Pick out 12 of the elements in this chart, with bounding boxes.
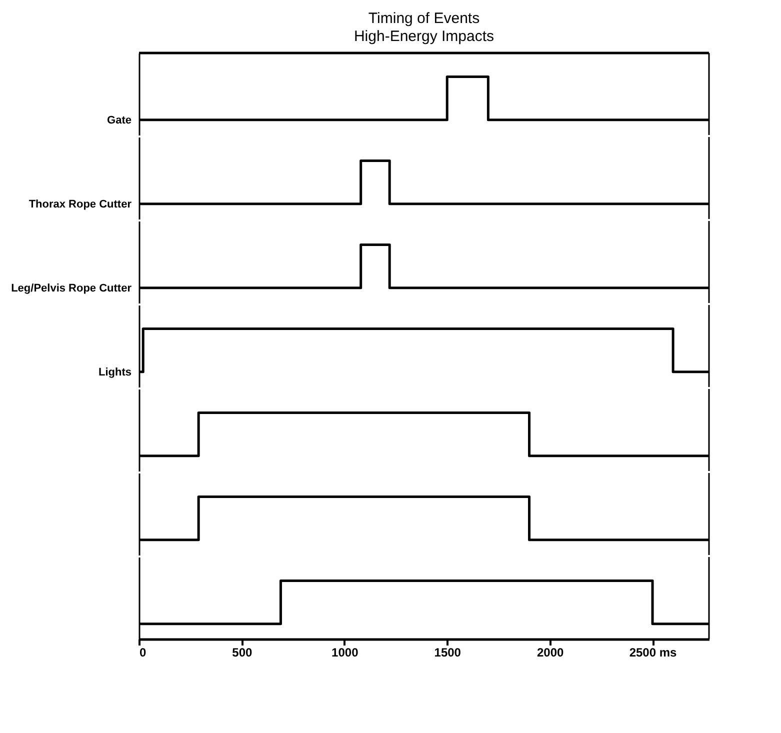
- y-axis-title: Lights: [98, 366, 132, 378]
- chart-title: Timing of Events: [368, 10, 480, 27]
- x-tick-label: 1500: [434, 646, 462, 660]
- x-tick-label: 500: [232, 646, 253, 660]
- x-tick-label: 1000: [332, 646, 359, 660]
- y-axis-title: Gate: [107, 114, 132, 126]
- chart-subtitle: High-Energy Impacts: [354, 28, 494, 45]
- x-tick-label: 2500 ms: [629, 646, 678, 660]
- x-tick-label: 0: [140, 646, 146, 660]
- y-axis-title: Leg/Pelvis Rope Cutter: [11, 282, 132, 294]
- x-tick-label: 2000: [536, 646, 564, 660]
- y-axis-title: Thorax Rope Cutter: [28, 198, 132, 210]
